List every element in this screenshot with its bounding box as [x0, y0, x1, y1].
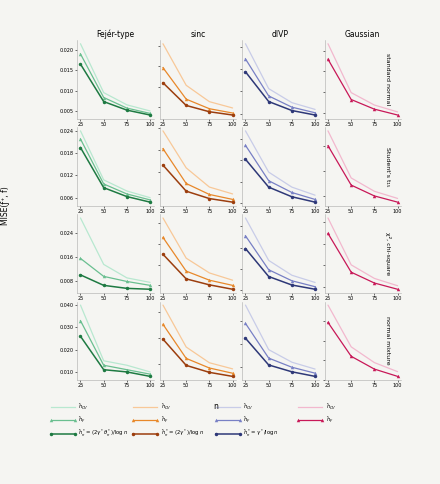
Text: χ², chi-square: χ², chi-square: [385, 232, 391, 275]
Text: $\hat{h}_{CV}$: $\hat{h}_{CV}$: [326, 401, 337, 412]
Text: normal mixture: normal mixture: [385, 317, 390, 365]
Title: Fejér-type: Fejér-type: [96, 29, 134, 39]
Text: MISE(ƒ⁺, f): MISE(ƒ⁺, f): [1, 186, 10, 225]
Text: $\hat{h}_{CV}$: $\hat{h}_{CV}$: [78, 401, 89, 412]
Title: sinc: sinc: [190, 30, 205, 39]
Text: $\hat{h}_n^* = \gamma^*/\log n$: $\hat{h}_n^* = \gamma^*/\log n$: [243, 428, 279, 439]
Title: dlVP: dlVP: [272, 30, 289, 39]
Text: Student’s t₁₅: Student’s t₁₅: [385, 147, 390, 186]
Text: $\hat{h}_{F}$: $\hat{h}_{F}$: [243, 415, 251, 425]
Text: standard normal: standard normal: [385, 53, 390, 106]
Text: n: n: [213, 402, 218, 411]
Text: $\hat{h}_{F}$: $\hat{h}_{F}$: [326, 415, 334, 425]
Title: Gaussian: Gaussian: [345, 30, 381, 39]
Text: $\hat{h}_{CV}$: $\hat{h}_{CV}$: [243, 401, 254, 412]
Text: $\hat{h}_{F}$: $\hat{h}_{F}$: [78, 415, 86, 425]
Text: $\hat{h}_n^* = (2\gamma^*\theta_n^*)/\log n$: $\hat{h}_n^* = (2\gamma^*\theta_n^*)/\lo…: [78, 428, 128, 439]
Text: $\hat{h}_{CV}$: $\hat{h}_{CV}$: [161, 401, 172, 412]
Text: $\hat{h}_n^* = (2\gamma^*)/\log n$: $\hat{h}_n^* = (2\gamma^*)/\log n$: [161, 428, 204, 439]
Text: $\hat{h}_{F}$: $\hat{h}_{F}$: [161, 415, 169, 425]
